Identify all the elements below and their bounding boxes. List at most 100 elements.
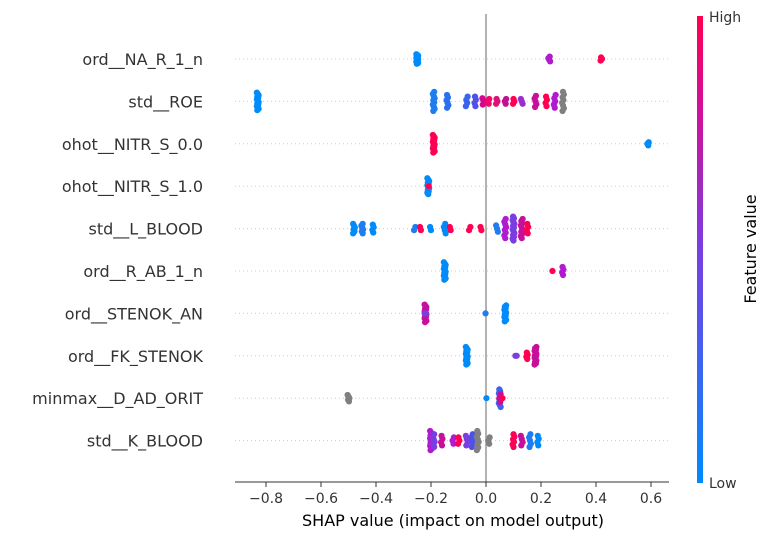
point-cluster [501,302,510,325]
point-cluster [531,92,540,111]
feature-label: std__ROE [128,92,203,112]
shap-point [430,149,437,156]
shap-point [559,107,566,115]
point-cluster [429,131,438,156]
feature-label: minmax__D_AD_ORIT [32,389,203,409]
shap-point [442,230,449,237]
x-tick-label: −0.4 [359,491,393,507]
shap-point [441,276,448,283]
shap-point [482,310,489,317]
point-cluster [509,95,518,107]
point-cluster [531,343,540,368]
point-cluster [550,91,559,111]
shap-point [510,443,517,451]
point-cluster [425,183,432,190]
point-cluster [454,434,463,447]
shap-point [350,230,357,237]
feature-label: ord__NA_R_1_n [82,50,203,70]
shap-point [531,103,539,111]
shap-point [597,57,604,64]
shap-point [510,237,517,244]
shap-point [359,230,366,237]
shap-point [438,442,446,449]
x-tick-label: 0.0 [475,491,497,507]
shap-point [425,191,432,198]
point-cluster [512,352,520,359]
point-cluster [644,139,652,149]
beeswarm-points [253,51,652,454]
shap-point [551,104,558,111]
point-cluster [517,432,526,449]
point-cluster [482,310,489,317]
point-cluster [427,223,435,234]
shap-point [425,183,432,190]
point-cluster [429,88,438,115]
shap-point [535,442,542,449]
row-guides [235,58,669,442]
shap-point [413,60,420,67]
point-cluster [523,349,531,363]
x-tick-label: 0.4 [585,491,607,507]
point-cluster [523,220,532,237]
shap-point [450,440,457,447]
feature-label: ord__R_AB_1_n [83,262,203,282]
point-cluster [369,221,377,236]
point-cluster [462,93,471,110]
shap-point [493,100,500,107]
shap-point [497,403,504,411]
point-cluster [253,89,262,114]
point-cluster [501,95,510,107]
point-cluster [517,95,526,107]
shap-point [254,107,261,114]
point-cluster [549,267,556,275]
feature-label: ohot__NITR_S_1.0 [62,177,203,197]
point-cluster [485,434,493,447]
point-cluster [429,431,438,451]
shap-point [501,318,508,325]
shap-point [421,319,429,326]
shap-point [463,442,470,449]
colorbar-low-label: Low [709,476,737,492]
x-ticks: −0.8 −0.6 −0.4 −0.2 0.0 0.2 0.4 0.6 [249,482,662,507]
shap-point [472,103,479,110]
point-cluster [509,213,518,244]
point-cluster [493,222,501,235]
point-cluster [416,223,424,234]
shap-point [494,228,501,235]
shap-point [499,395,506,402]
shap-point [518,442,525,449]
point-cluster [443,91,452,111]
shap-point [531,361,538,368]
x-axis-title: SHAP value (impact on model output) [302,511,604,530]
shap-point [454,440,462,447]
feature-label: std__L_BLOOD [88,220,203,240]
shap-point [483,395,490,402]
point-cluster [473,427,482,454]
shap-point [465,227,473,234]
shap-point [463,361,470,368]
point-cluster [542,93,551,110]
shap-point [559,271,567,279]
feature-label: ohot__NITR_S_0.0 [62,135,203,155]
shap-point [443,104,451,111]
point-cluster [438,432,446,449]
feature-label: ord__FK_STENOK [68,347,204,367]
point-cluster [462,343,471,368]
shap-point [462,103,469,110]
shap-point [410,227,418,234]
shap-point [486,440,493,447]
x-tick-label: 0.2 [530,491,552,507]
feature-labels: ord__NA_R_1_n std__ROE ohot__NITR_S_0.0oho… [32,50,203,452]
shap-point [502,235,509,242]
feature-label: std__K_BLOOD [87,432,203,452]
point-cluster [534,432,542,449]
point-cluster [501,215,510,242]
point-cluster [410,223,419,234]
shap-point [524,355,531,363]
point-cluster [413,51,422,67]
point-cluster [421,310,430,317]
shap-point [547,58,554,65]
colorbar-gradient [697,16,703,483]
shap-point [519,100,526,107]
shap-point [478,227,485,234]
